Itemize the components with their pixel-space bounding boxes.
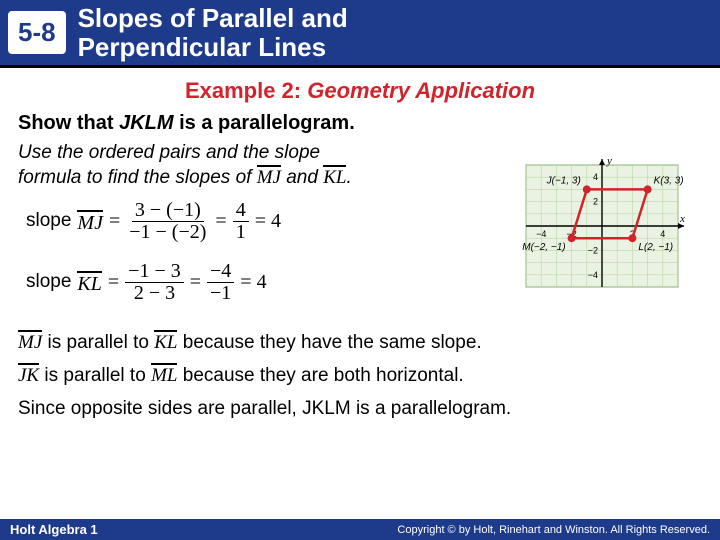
eq-mj-result: = 4 bbox=[255, 210, 281, 233]
eq-mj-den2: 1 bbox=[233, 222, 249, 243]
svg-text:M(−2, −1): M(−2, −1) bbox=[522, 242, 565, 253]
svg-text:L(2, −1): L(2, −1) bbox=[638, 242, 673, 253]
footer-copyright: Copyright © by Holt, Rinehart and Winsto… bbox=[397, 524, 710, 536]
eq-kl-frac2: −4−1 bbox=[207, 261, 234, 304]
footer-book: Holt Algebra 1 bbox=[10, 522, 98, 537]
c2-seg2: ML bbox=[151, 363, 177, 385]
eq-kl-result: = 4 bbox=[240, 271, 266, 294]
instruction-line1: Use the ordered pairs and the slope bbox=[18, 142, 320, 163]
eq-kl-den1: 2 − 3 bbox=[131, 283, 178, 304]
slide-content: Example 2: Geometry Application Show tha… bbox=[0, 68, 720, 422]
svg-text:y: y bbox=[606, 155, 612, 167]
coordinate-graph: −4−4−2−22244xyJ(−1, 3)K(3, 3)L(2, −1)M(−… bbox=[502, 141, 702, 311]
instruction-and: and bbox=[281, 167, 323, 188]
eq-kl-equals: = bbox=[108, 271, 119, 294]
eq-mj-label: slope bbox=[26, 210, 71, 232]
eq-kl-frac1: −1 − 32 − 3 bbox=[125, 261, 184, 304]
instruction-period: . bbox=[346, 167, 351, 188]
svg-text:4: 4 bbox=[660, 229, 665, 239]
svg-text:K(3, 3): K(3, 3) bbox=[654, 176, 684, 187]
eq-mj-num2: 4 bbox=[233, 200, 249, 222]
eq-mj-equals: = bbox=[109, 210, 120, 233]
eq-mj-eq2: = bbox=[215, 210, 226, 233]
lesson-header: 5-8 Slopes of Parallel and Perpendicular… bbox=[0, 0, 720, 68]
example-prompt: Show that JKLM is a parallelogram. bbox=[18, 112, 702, 135]
eq-mj-den1: −1 − (−2) bbox=[126, 222, 209, 243]
eq-kl-num2: −4 bbox=[207, 261, 234, 283]
conclusions: MJ is parallel to KL because they have t… bbox=[18, 330, 702, 422]
conclusion-1: MJ is parallel to KL because they have t… bbox=[18, 330, 702, 356]
prompt-var: JKLM bbox=[119, 112, 173, 134]
c1-end: because they have the same slope. bbox=[177, 332, 481, 353]
c1-seg2: KL bbox=[154, 330, 177, 352]
svg-text:−4: −4 bbox=[588, 270, 598, 280]
svg-text:x: x bbox=[679, 213, 685, 225]
eq-kl-den2: −1 bbox=[207, 283, 234, 304]
prompt-prefix: Show that bbox=[18, 112, 119, 134]
segment-kl: KL bbox=[323, 165, 346, 187]
c1-mid: is parallel to bbox=[42, 332, 154, 353]
c1-seg1: MJ bbox=[18, 330, 42, 352]
svg-text:−2: −2 bbox=[588, 246, 598, 256]
equations-block: slope MJ = 3 − (−1)−1 − (−2) = 41 = 4 sl… bbox=[18, 200, 488, 304]
eq-mj-seg: MJ bbox=[77, 210, 103, 233]
segment-mj: MJ bbox=[257, 165, 281, 187]
conclusion-2: JK is parallel to ML because they are bo… bbox=[18, 363, 702, 389]
eq-kl-num1: −1 − 3 bbox=[125, 261, 184, 283]
svg-text:−4: −4 bbox=[536, 229, 546, 239]
title-line2: Perpendicular Lines bbox=[78, 32, 327, 62]
eq-kl-eq2: = bbox=[190, 271, 201, 294]
conclusion-3: Since opposite sides are parallel, JKLM … bbox=[18, 397, 702, 422]
slide-footer: Holt Algebra 1 Copyright © by Holt, Rine… bbox=[0, 519, 720, 540]
eq-kl-seg: KL bbox=[77, 271, 101, 294]
eq-mj-num1: 3 − (−1) bbox=[132, 200, 204, 222]
title-line1: Slopes of Parallel and bbox=[78, 3, 348, 33]
prompt-suffix: is a parallelogram. bbox=[174, 112, 355, 134]
equation-slope-kl: slope KL = −1 − 32 − 3 = −4−1 = 4 bbox=[26, 261, 488, 304]
c2-end: because they are both horizontal. bbox=[177, 365, 463, 386]
example-subtitle: Geometry Application bbox=[307, 78, 535, 103]
example-heading: Example 2: Geometry Application bbox=[18, 78, 702, 104]
equation-slope-mj: slope MJ = 3 − (−1)−1 − (−2) = 41 = 4 bbox=[26, 200, 488, 243]
svg-text:4: 4 bbox=[593, 172, 598, 182]
eq-kl-label: slope bbox=[26, 271, 71, 293]
example-label: Example 2: bbox=[185, 78, 301, 103]
svg-text:2: 2 bbox=[593, 197, 598, 207]
instruction-line2a: formula to find the slopes of bbox=[18, 167, 257, 188]
eq-mj-frac1: 3 − (−1)−1 − (−2) bbox=[126, 200, 209, 243]
lesson-title: Slopes of Parallel and Perpendicular Lin… bbox=[78, 4, 348, 61]
c2-seg1: JK bbox=[18, 363, 39, 385]
instruction-text: Use the ordered pairs and the slope form… bbox=[18, 141, 488, 190]
eq-mj-frac2: 41 bbox=[233, 200, 249, 243]
c2-mid: is parallel to bbox=[39, 365, 151, 386]
lesson-number-badge: 5-8 bbox=[8, 11, 66, 54]
svg-text:J(−1, 3): J(−1, 3) bbox=[546, 176, 581, 187]
